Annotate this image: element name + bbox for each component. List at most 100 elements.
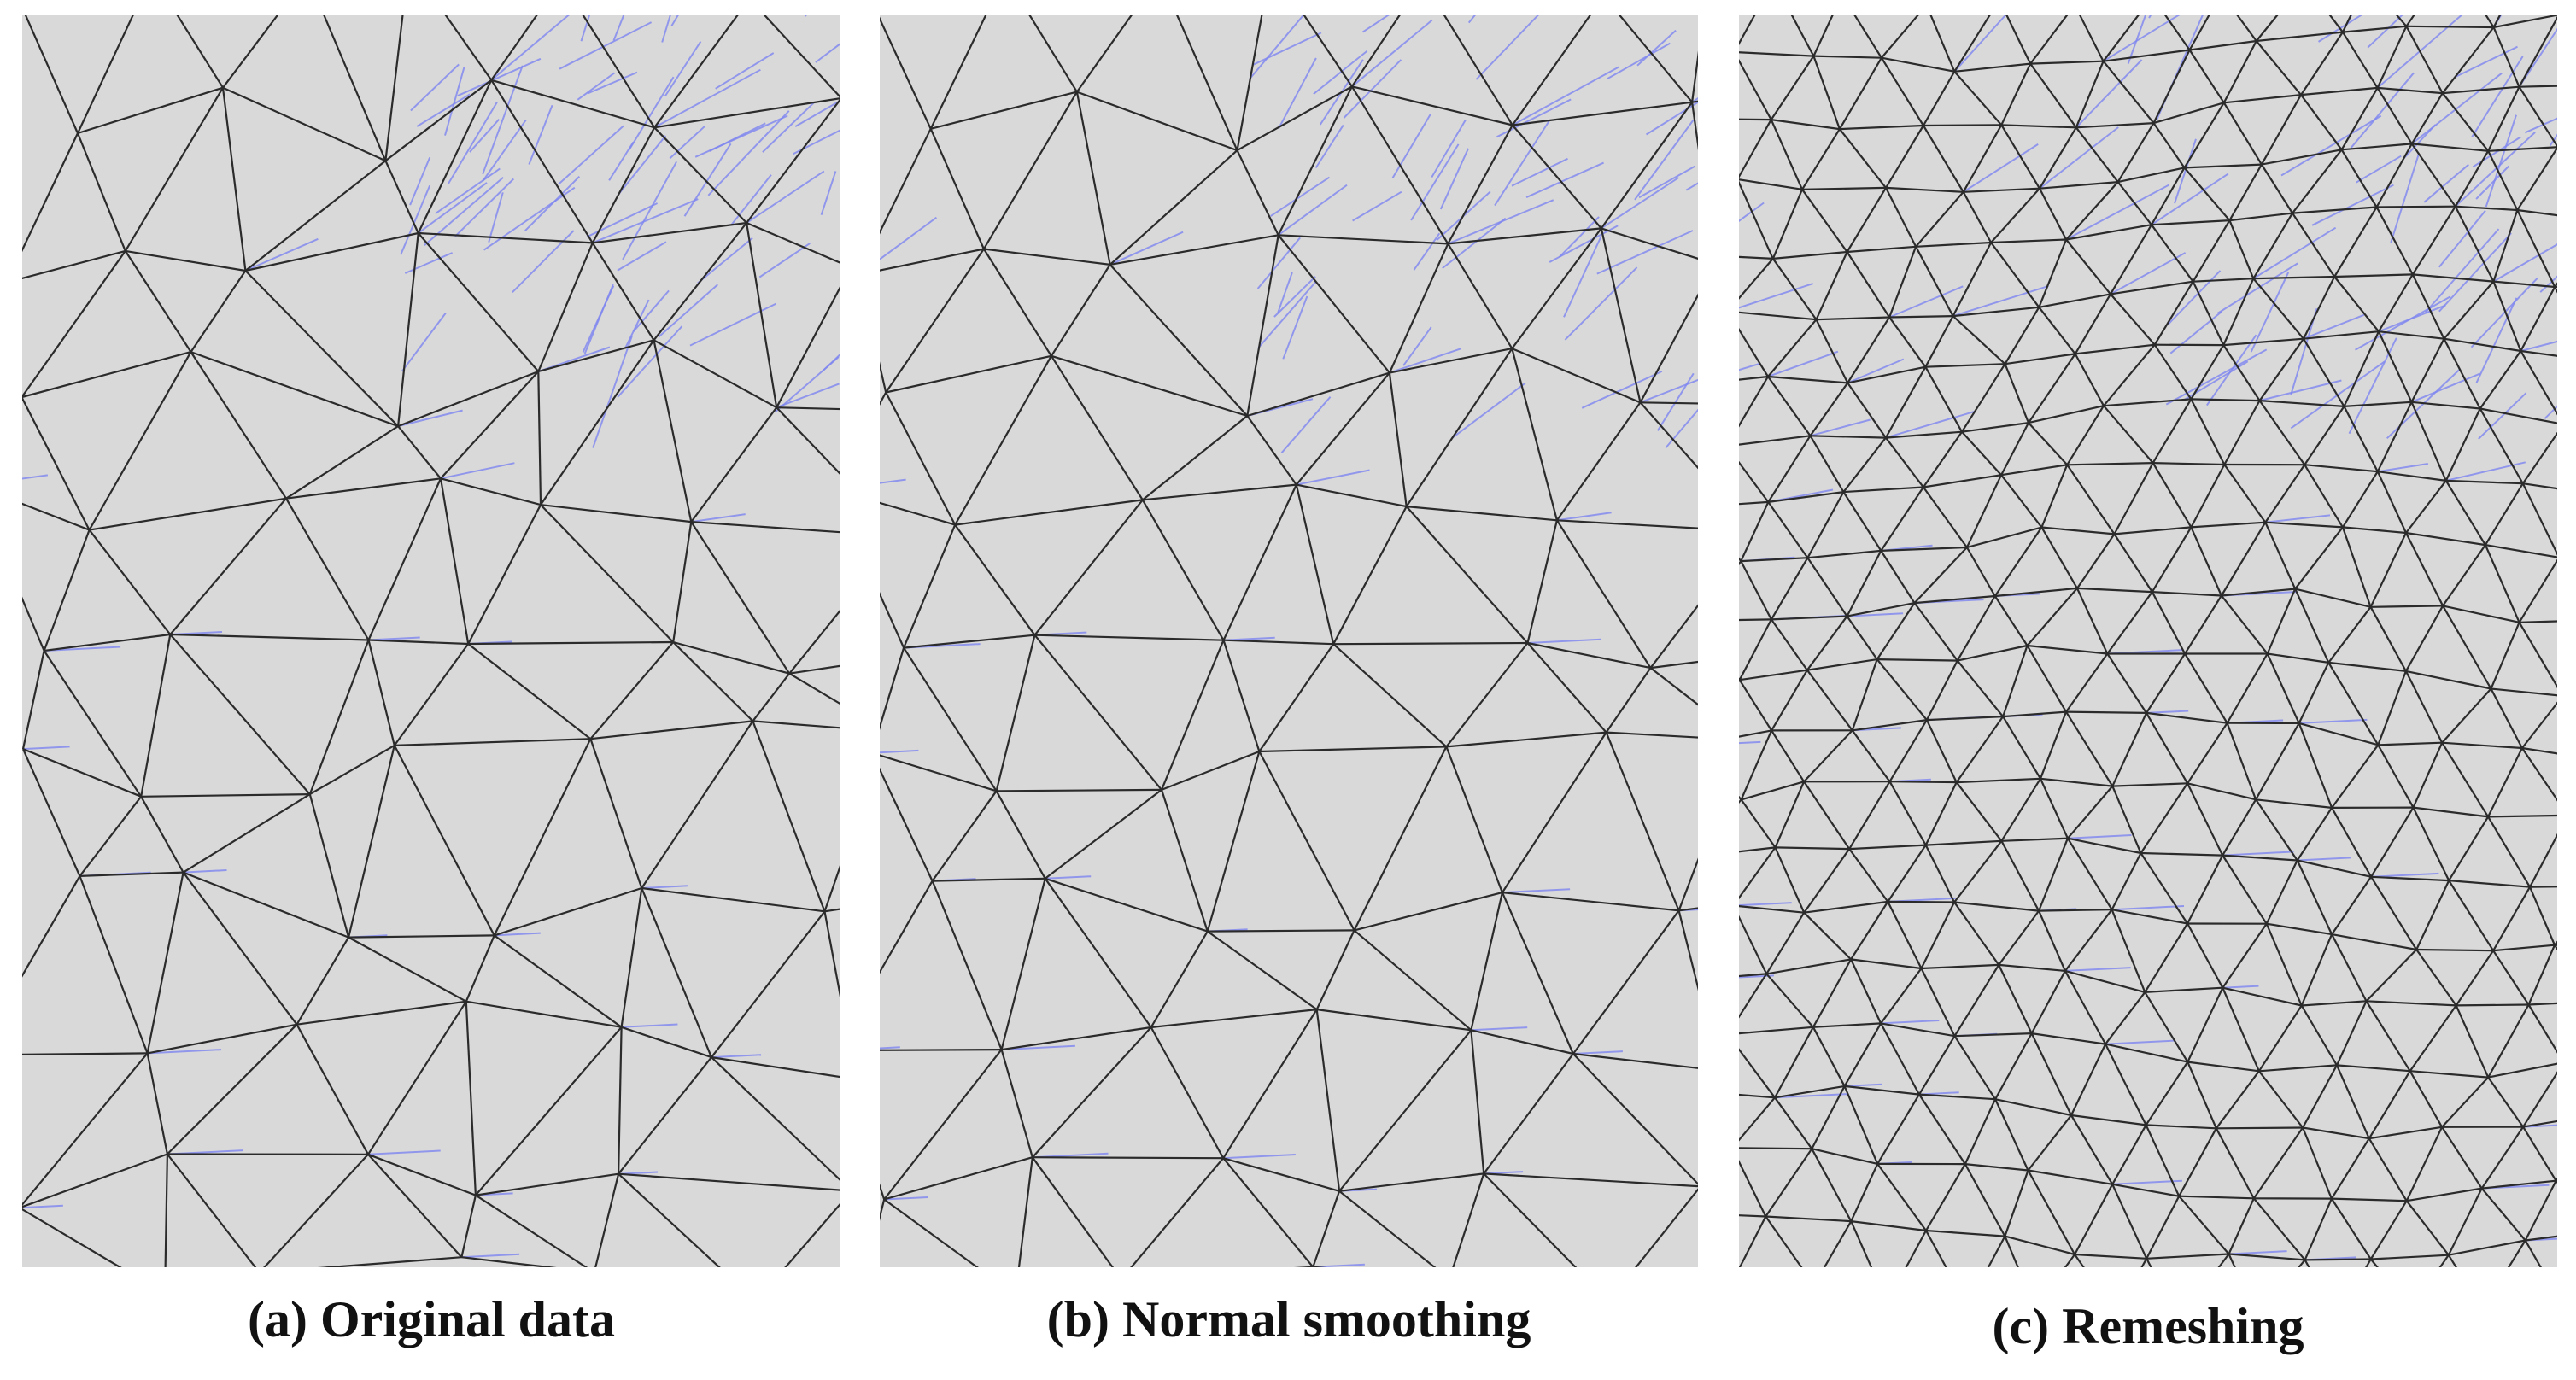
mesh-edge <box>1483 1172 1578 1267</box>
mesh-edge <box>190 351 287 500</box>
mesh-edge <box>1922 431 1963 488</box>
normal-line <box>707 110 790 196</box>
mesh-edge <box>1771 729 1806 782</box>
normal-line <box>2377 463 2428 473</box>
mesh-edge <box>44 633 171 652</box>
mesh-edge <box>2507 1239 2526 1267</box>
normal-line <box>621 1023 678 1028</box>
mesh-edge <box>1953 840 2003 903</box>
normal-line <box>418 182 488 234</box>
mesh-edge <box>2039 909 2112 912</box>
mesh-edge <box>222 15 279 89</box>
mesh-edge <box>2441 92 2490 152</box>
mesh-edge <box>2264 522 2297 590</box>
mesh-edge <box>1677 910 1698 991</box>
mesh-edge <box>1885 125 1924 189</box>
mesh-edge <box>2000 464 2068 477</box>
normal-line <box>1511 157 1568 187</box>
normal-line <box>454 178 515 237</box>
mesh-edge <box>903 634 1035 649</box>
mesh-edge <box>1572 1053 1698 1185</box>
mesh-edge <box>1511 348 1558 521</box>
mesh-edge <box>221 87 247 272</box>
mesh-edge <box>930 91 1078 130</box>
normal-line <box>1563 236 1602 318</box>
mesh-edge <box>1635 1188 1698 1267</box>
mesh-edge <box>2333 276 2380 332</box>
mesh-edge <box>2378 330 2413 403</box>
normal-line <box>1471 1026 1528 1032</box>
mesh-edge <box>76 132 126 252</box>
mesh-edge <box>2228 1254 2236 1267</box>
normal-line <box>367 1149 441 1155</box>
mesh-edge <box>2377 86 2443 95</box>
normal-line <box>1391 113 1431 178</box>
mesh-edge <box>2331 933 2417 951</box>
mesh-edge <box>880 128 932 235</box>
mesh-edge <box>1739 677 1741 681</box>
normal-line <box>2518 27 2557 88</box>
mesh-edge <box>2116 181 2152 225</box>
mesh-edge <box>931 880 1003 1050</box>
mesh-edge <box>2405 532 2444 606</box>
mesh-edge <box>2519 85 2557 88</box>
mesh-edge <box>2112 782 2188 787</box>
mesh-edge <box>2375 143 2413 208</box>
normal-line <box>794 99 840 127</box>
mesh-edge <box>2529 886 2557 888</box>
mesh-edge <box>1447 124 1513 244</box>
mesh-edge <box>2179 1195 2254 1200</box>
mesh-edge <box>1888 781 1927 846</box>
normal-line <box>2165 348 2268 406</box>
normal-line <box>2411 72 2503 145</box>
mesh-edge <box>752 720 840 729</box>
mesh-edge <box>2110 280 2193 295</box>
mesh-edge <box>2487 150 2519 211</box>
mesh-edge <box>1962 191 1993 243</box>
mesh-edge <box>2327 606 2372 664</box>
mesh-edge <box>1924 315 1954 368</box>
mesh-edge <box>1965 474 2003 548</box>
mesh-edge <box>1351 85 1513 126</box>
mesh-edge <box>2001 837 2068 842</box>
mesh-edge <box>2405 531 2486 547</box>
mesh-edge <box>1160 789 1209 932</box>
normal-line <box>1451 382 1526 439</box>
normal-line <box>2259 379 2342 402</box>
mesh-edge <box>618 1172 721 1267</box>
mesh-edge <box>653 15 739 128</box>
caption-normal-smoothing: (b) Normal smoothing <box>1046 1291 1531 1348</box>
mesh-edge <box>1452 1173 1485 1267</box>
mesh-edge <box>384 160 419 234</box>
mesh-edge <box>1998 964 2033 1034</box>
mesh-edge <box>2144 922 2189 993</box>
mesh-edge <box>537 242 594 372</box>
mesh-edge <box>317 1256 462 1267</box>
normal-line <box>641 885 688 889</box>
mesh-edge <box>2117 167 2185 184</box>
mesh-edge <box>1315 1009 1341 1191</box>
mesh-edge <box>1812 958 1853 1028</box>
mesh-edge <box>1880 1022 1955 1038</box>
mesh-edge <box>183 793 311 874</box>
mesh-edge <box>2066 405 2105 465</box>
mesh-edge <box>2490 687 2523 749</box>
mesh-edge <box>2004 363 2030 424</box>
mesh-edge <box>1765 1215 1852 1223</box>
mesh-edge <box>1767 501 1809 558</box>
mesh-edge <box>789 664 840 675</box>
mesh-edge <box>2000 840 2040 912</box>
mesh-edge <box>1332 506 1408 645</box>
mesh-edge <box>2527 1003 2557 1054</box>
mesh-edge <box>2074 353 2105 406</box>
normal-line <box>1282 295 1308 360</box>
mesh-edge <box>2520 286 2556 352</box>
mesh-edge <box>1990 242 2040 308</box>
mesh-edge <box>43 650 143 798</box>
normal-line <box>2039 126 2119 190</box>
mesh-edge <box>2376 87 2413 144</box>
mesh-edge <box>2292 212 2336 278</box>
mesh-edge <box>2479 407 2524 484</box>
mesh-edge <box>1739 460 1770 503</box>
mesh-edge <box>2294 588 2371 608</box>
